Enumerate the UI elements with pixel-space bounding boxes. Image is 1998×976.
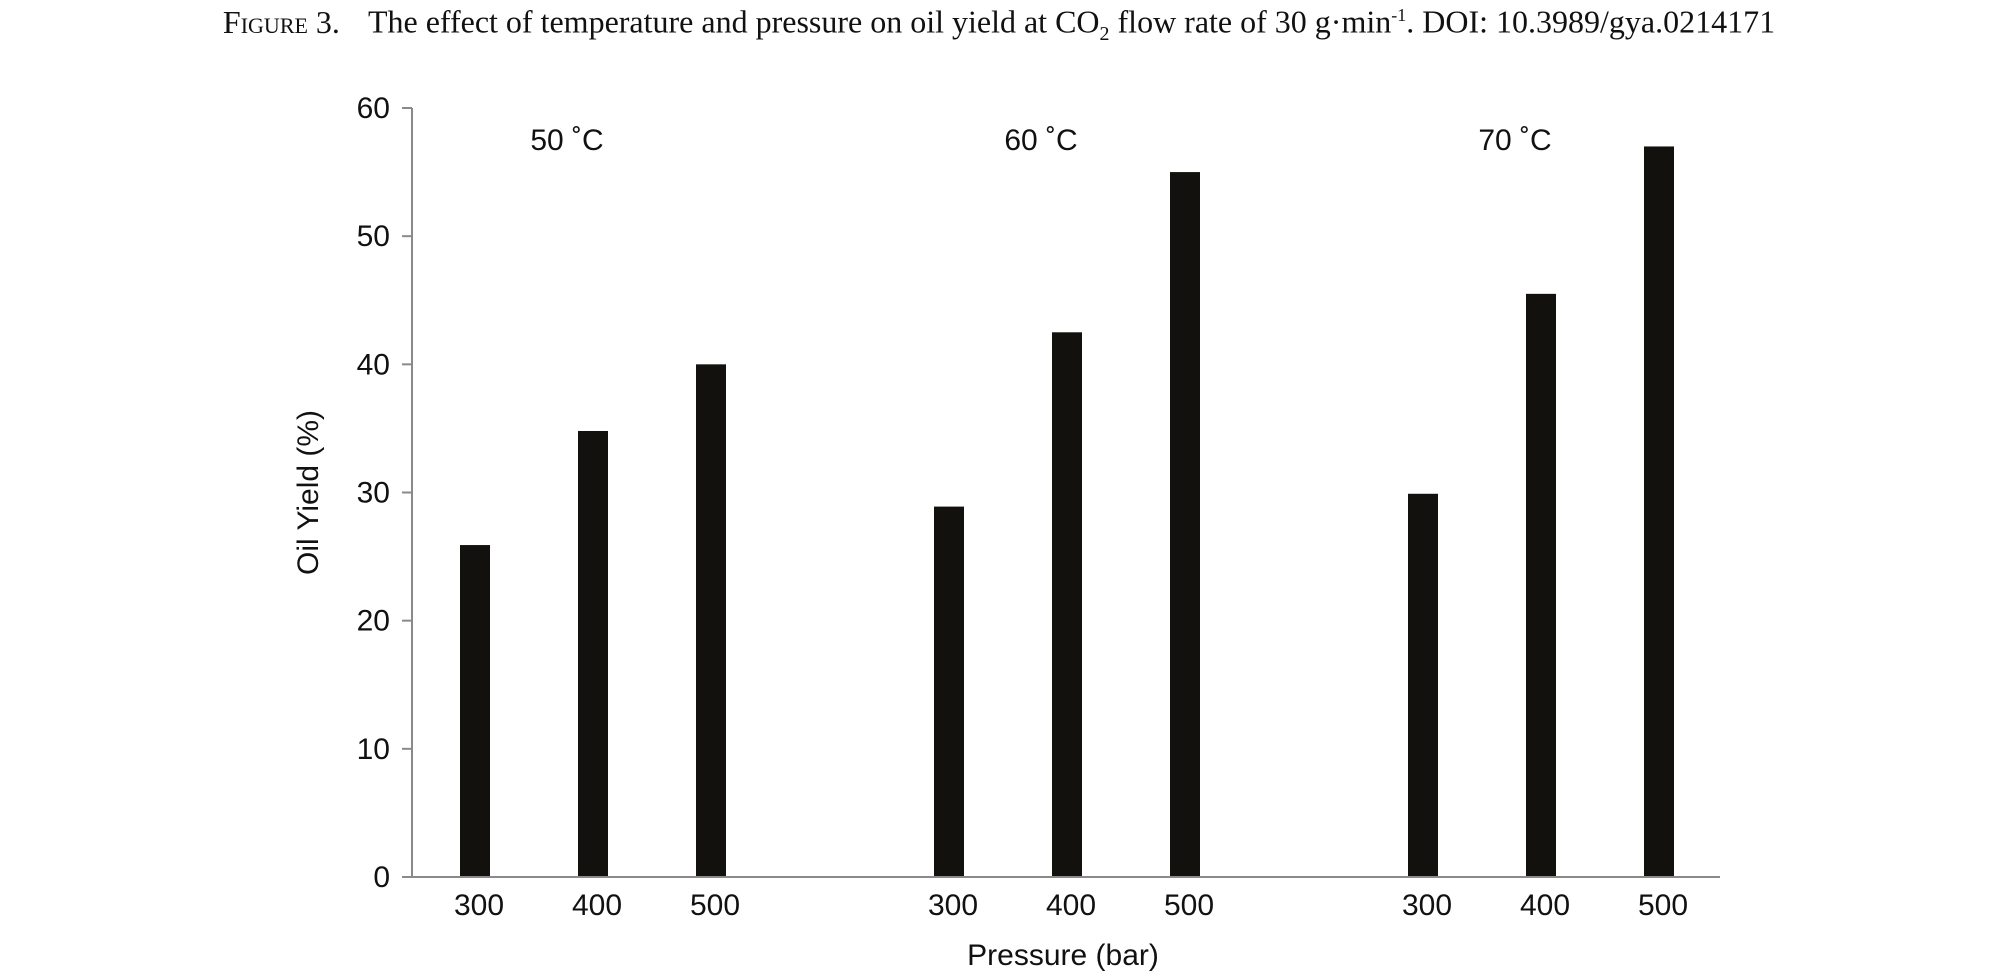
x-axis-label: Pressure (bar): [967, 939, 1159, 972]
bar: [1644, 146, 1674, 877]
caption-superscript: -1: [1391, 5, 1407, 25]
y-tick-label: 60: [357, 92, 390, 125]
x-tick-label: 300: [928, 889, 978, 922]
y-tick-label: 0: [373, 861, 390, 894]
bar: [934, 506, 964, 877]
caption-text: The effect of temperature and pressure o…: [367, 3, 1100, 40]
group-label: 60 ˚C: [1004, 124, 1077, 157]
group-label: 70 ˚C: [1478, 124, 1551, 157]
x-tick-label: 400: [1046, 889, 1096, 922]
caption-text-mid: flow rate of 30 g·min: [1109, 3, 1392, 40]
x-tick-label: 300: [454, 889, 504, 922]
caption-subscript: 2: [1099, 23, 1110, 46]
group-labels: 50 ˚C 60 ˚C 70 ˚C: [530, 124, 1551, 157]
y-axis-label: Oil Yield (%): [292, 410, 325, 575]
bar: [1526, 293, 1556, 877]
y-tick-label: 50: [357, 220, 390, 253]
bar: [1170, 172, 1200, 878]
bar: [1408, 493, 1438, 877]
bar: [578, 430, 608, 877]
bar: [1052, 332, 1082, 878]
x-tick-label: 500: [690, 889, 740, 922]
x-tick-label: 300: [1402, 889, 1452, 922]
x-tick-labels: 300 400 500 300 400 500 300 400 500: [454, 889, 1688, 922]
bars-layer: [460, 146, 1674, 878]
figure-label: Figure 3.: [222, 3, 340, 40]
x-tick-label: 400: [1520, 889, 1570, 922]
x-tick-label: 500: [1164, 889, 1214, 922]
figure-caption: Figure 3. The effect of temperature and p…: [0, 0, 1998, 45]
bar: [696, 364, 726, 877]
caption-doi: . DOI: 10.3989/gya.0214171: [1406, 3, 1776, 40]
y-tick-label: 20: [357, 605, 390, 638]
group-label: 50 ˚C: [530, 124, 603, 157]
x-tick-label: 400: [572, 889, 622, 922]
y-tick-label: 40: [357, 348, 390, 381]
x-tick-label: 500: [1638, 889, 1688, 922]
bar: [460, 545, 490, 877]
y-tick-label: 30: [357, 477, 390, 510]
y-ticks: 0 10 20 30 40 50 60: [357, 92, 412, 894]
y-tick-label: 10: [357, 733, 390, 766]
